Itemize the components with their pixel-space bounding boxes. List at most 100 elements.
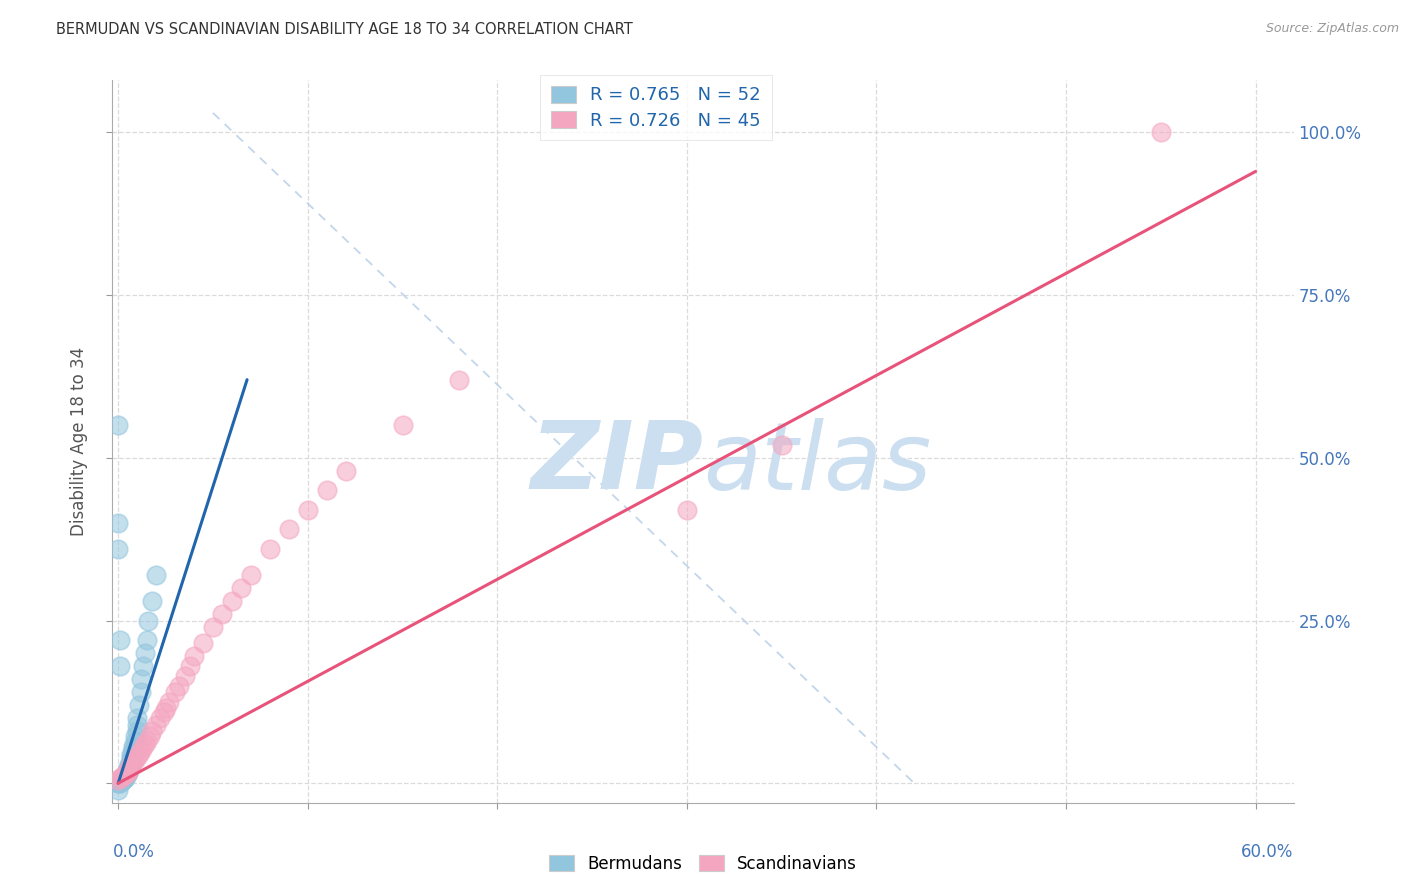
Point	[108, 775, 131, 789]
Point	[173, 669, 195, 683]
Point	[120, 750, 142, 764]
Point	[114, 765, 136, 780]
Text: 60.0%: 60.0%	[1241, 843, 1294, 861]
Point	[132, 740, 155, 755]
Point	[127, 711, 149, 725]
Point	[114, 766, 136, 780]
Point	[107, 772, 129, 787]
Point	[163, 685, 186, 699]
Point	[124, 753, 146, 767]
Point	[111, 770, 134, 784]
Point	[134, 737, 156, 751]
Point	[114, 767, 136, 781]
Point	[112, 770, 135, 784]
Point	[155, 701, 177, 715]
Point	[111, 772, 134, 787]
Point	[128, 747, 150, 761]
Point	[129, 685, 152, 699]
Point	[135, 633, 157, 648]
Point	[138, 614, 160, 628]
Point	[107, 782, 129, 797]
Point	[152, 705, 174, 719]
Point	[149, 711, 172, 725]
Point	[134, 646, 156, 660]
Point	[676, 503, 699, 517]
Point	[124, 730, 146, 744]
Point	[112, 771, 135, 785]
Point	[111, 772, 134, 787]
Point	[145, 717, 167, 731]
Point	[118, 756, 141, 770]
Point	[129, 744, 152, 758]
Point	[179, 659, 201, 673]
Point	[183, 649, 205, 664]
Point	[193, 636, 215, 650]
Point	[139, 730, 162, 744]
Point	[239, 568, 262, 582]
Point	[120, 754, 142, 768]
Point	[107, 418, 129, 433]
Point	[231, 581, 253, 595]
Point	[391, 418, 413, 433]
Point	[107, 775, 129, 789]
Point	[145, 568, 167, 582]
Point	[108, 775, 131, 789]
Point	[118, 758, 141, 772]
Point	[117, 764, 139, 778]
Point	[117, 764, 139, 779]
Text: BERMUDAN VS SCANDINAVIAN DISABILITY AGE 18 TO 34 CORRELATION CHART: BERMUDAN VS SCANDINAVIAN DISABILITY AGE …	[56, 22, 633, 37]
Point	[449, 373, 471, 387]
Point	[201, 620, 224, 634]
Point	[108, 633, 131, 648]
Point	[117, 764, 139, 778]
Point	[127, 724, 149, 739]
Point	[111, 773, 134, 788]
Point	[117, 762, 139, 776]
Y-axis label: Disability Age 18 to 34: Disability Age 18 to 34	[70, 347, 89, 536]
Legend: Bermudans, Scandinavians: Bermudans, Scandinavians	[543, 848, 863, 880]
Point	[120, 747, 142, 761]
Point	[129, 672, 152, 686]
Point	[127, 717, 149, 731]
Point	[108, 774, 131, 789]
Point	[112, 771, 135, 785]
Point	[770, 438, 793, 452]
Point	[315, 483, 337, 498]
Point	[117, 765, 139, 780]
Point	[132, 659, 155, 673]
Point	[107, 516, 129, 530]
Point	[112, 772, 135, 786]
Text: ZIP: ZIP	[530, 417, 703, 509]
Text: atlas: atlas	[703, 417, 931, 508]
Point	[118, 760, 141, 774]
Point	[211, 607, 233, 621]
Point	[335, 464, 357, 478]
Point	[122, 745, 145, 759]
Point	[114, 770, 136, 784]
Point	[141, 594, 163, 608]
Point	[117, 760, 139, 774]
Point	[128, 698, 150, 713]
Point	[114, 768, 136, 782]
Legend: R = 0.765   N = 52, R = 0.726   N = 45: R = 0.765 N = 52, R = 0.726 N = 45	[540, 75, 772, 140]
Point	[127, 750, 149, 764]
Point	[118, 760, 141, 774]
Point	[135, 734, 157, 748]
Text: Source: ZipAtlas.com: Source: ZipAtlas.com	[1265, 22, 1399, 36]
Point	[107, 776, 129, 790]
Point	[112, 772, 135, 787]
Point	[122, 742, 145, 756]
Point	[259, 541, 281, 556]
Point	[107, 541, 129, 556]
Point	[122, 756, 145, 770]
Point	[157, 695, 180, 709]
Point	[124, 734, 146, 748]
Point	[112, 768, 135, 782]
Point	[141, 724, 163, 739]
Point	[111, 774, 134, 789]
Point	[122, 739, 145, 753]
Point	[120, 758, 142, 772]
Point	[108, 771, 131, 785]
Point	[277, 523, 299, 537]
Point	[108, 659, 131, 673]
